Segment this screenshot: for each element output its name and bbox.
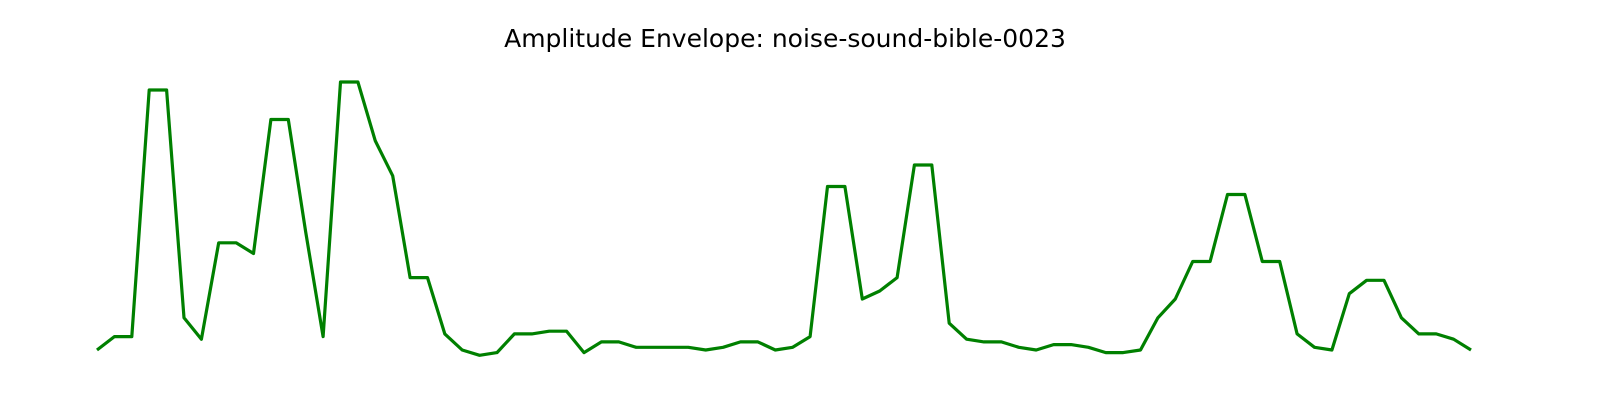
chart-title: Amplitude Envelope: noise-sound-bible-00… — [504, 24, 1066, 53]
plot-area — [96, 80, 1472, 357]
envelope-series-line-0 — [96, 80, 1472, 357]
